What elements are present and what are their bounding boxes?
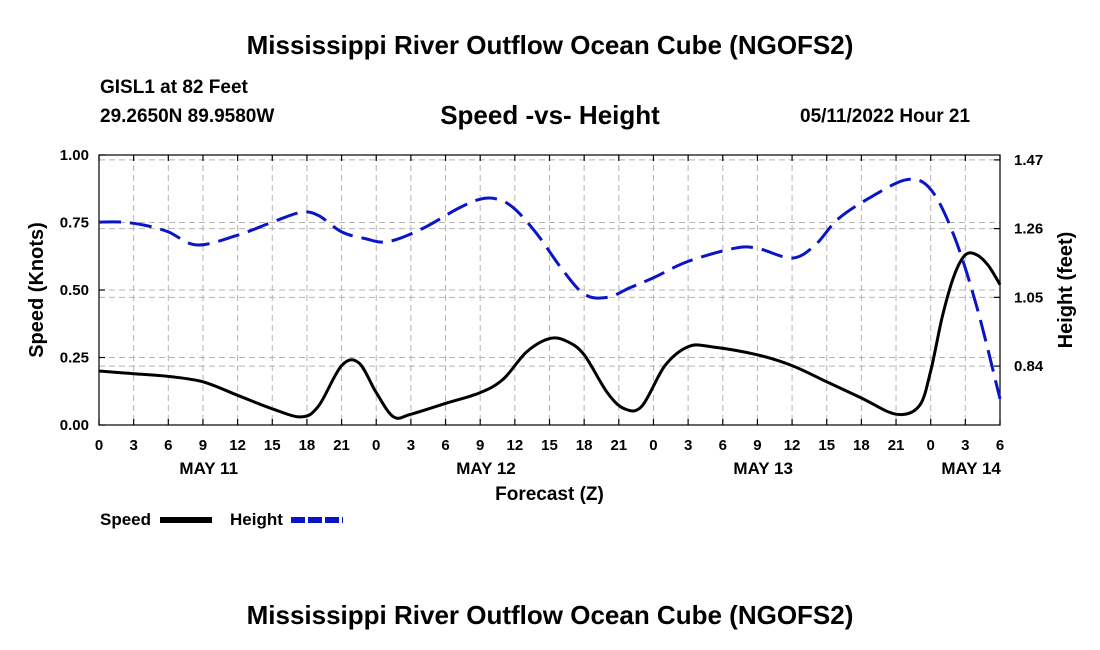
x-tick-label: 21 [610,437,627,454]
x-tick-label: 18 [576,437,593,454]
x-tick-label: 21 [888,437,905,454]
x-tick-label: 18 [853,437,870,454]
x-tick-label: 0 [927,437,935,454]
forecast-datetime: 05/11/2022 Hour 21 [800,106,971,127]
date-label: MAY 12 [456,459,516,478]
y-axis-title-right: Height (feet) [1055,232,1077,349]
y-tick-label-right: 1.47 [1014,152,1043,169]
x-tick-label: 0 [95,437,103,454]
x-tick-label: 12 [229,437,246,454]
y-tick-label: 0.25 [60,350,89,367]
y-tick-label: 0.75 [60,215,89,232]
y-tick-label: 0.00 [60,417,89,434]
x-tick-label: 15 [264,437,281,454]
chart-subtitle: Speed -vs- Height [440,100,660,130]
x-tick-label: 3 [407,437,415,454]
x-tick-label: 12 [507,437,524,454]
legend-label-speed: Speed [100,510,151,529]
y-tick-label: 0.50 [60,282,89,299]
coordinates-label: 29.2650N 89.9580W [100,106,275,127]
x-axis-title: Forecast (Z) [495,484,604,505]
x-tick-label: 18 [299,437,316,454]
axes: 0 3 6 9 12 15 18 21 0 3 6 9 12 15 18 21 0 3 6 9 12 15 18 21 0 3 6M… [26,147,1077,505]
x-tick-label: 6 [719,437,727,454]
x-tick-label: 3 [129,437,137,454]
x-tick-label: 9 [199,437,207,454]
x-tick-label: 6 [996,437,1004,454]
repeat-title: Mississippi River Outflow Ocean Cube (NG… [246,600,854,630]
y-tick-label-right: 1.26 [1014,221,1043,238]
y-tick-label-right: 0.84 [1014,358,1044,375]
x-tick-label: 9 [476,437,484,454]
grid [99,154,1000,425]
series-line-height [98,177,1002,400]
x-tick-label: 0 [372,437,380,454]
x-tick-label: 3 [684,437,692,454]
y-tick-label: 1.00 [60,147,89,164]
main-title: Mississippi River Outflow Ocean Cube (NG… [246,30,854,60]
x-tick-label: 6 [164,437,172,454]
y-tick-label-right: 1.05 [1014,289,1043,306]
station-label: GISL1 at 82 Feet [100,77,248,98]
x-tick-label: 15 [541,437,558,454]
y-axis-title: Speed (Knots) [26,222,48,358]
x-tick-label: 12 [784,437,801,454]
legend-label-height: Height [230,510,283,529]
x-tick-label: 15 [818,437,835,454]
x-tick-label: 21 [333,437,350,454]
series-line-speed [98,251,1002,420]
x-tick-label: 0 [649,437,657,454]
x-tick-label: 3 [961,437,969,454]
x-tick-label: 6 [441,437,449,454]
legend: Speed Height [100,510,343,529]
date-label: MAY 11 [179,459,238,478]
date-label: MAY 13 [733,459,793,478]
series [98,177,1002,420]
date-label: MAY 14 [941,459,1001,478]
x-tick-label: 9 [753,437,761,454]
